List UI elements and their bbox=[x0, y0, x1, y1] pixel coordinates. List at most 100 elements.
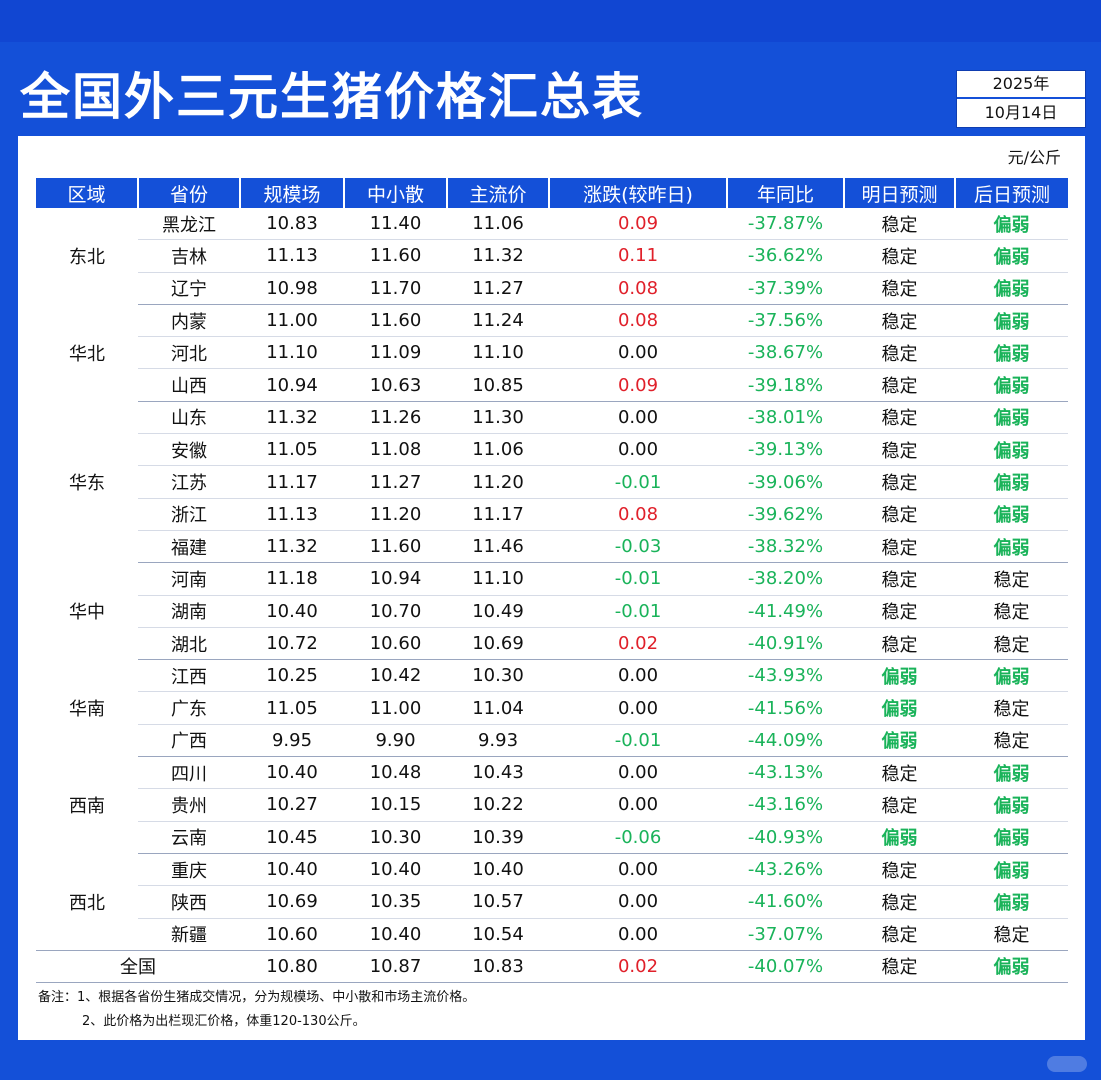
large-farm-cell: 11.05 bbox=[240, 433, 344, 467]
small-farm-cell: 10.40 bbox=[344, 918, 447, 951]
change-cell: 0.08 bbox=[549, 304, 727, 338]
province-cell: 陕西 bbox=[138, 885, 240, 919]
yoy-cell: -43.13% bbox=[727, 756, 844, 790]
after-tomorrow-forecast-cell: 稳定 bbox=[955, 595, 1068, 628]
after-tomorrow-forecast-cell: 偏弱 bbox=[955, 465, 1068, 499]
header-after-tomorrow: 后日预测 bbox=[954, 178, 1068, 208]
table-row: 山西 10.94 10.63 10.85 0.09 -39.18% 稳定 偏弱 bbox=[36, 368, 1068, 402]
yoy-cell: -37.07% bbox=[727, 918, 844, 951]
change-cell: 0.08 bbox=[549, 498, 727, 531]
province-cell: 广东 bbox=[138, 691, 240, 725]
change-cell: 0.00 bbox=[549, 788, 727, 822]
after-tomorrow-forecast-cell: 偏弱 bbox=[955, 401, 1068, 435]
after-tomorrow-forecast-cell: 偏弱 bbox=[955, 239, 1068, 273]
change-cell: 0.02 bbox=[549, 627, 727, 661]
tomorrow-forecast-cell: 稳定 bbox=[844, 756, 955, 790]
table-row: 陕西 10.69 10.35 10.57 0.00 -41.60% 稳定 偏弱 bbox=[36, 885, 1068, 919]
change-cell: 0.00 bbox=[549, 918, 727, 951]
large-farm-cell: 11.00 bbox=[240, 304, 344, 338]
large-farm-cell: 10.80 bbox=[240, 949, 344, 984]
yoy-cell: -43.26% bbox=[727, 853, 844, 887]
small-farm-cell: 10.40 bbox=[344, 853, 447, 887]
table-row: 湖南 10.40 10.70 10.49 -0.01 -41.49% 稳定 稳定 bbox=[36, 595, 1068, 628]
province-cell: 山西 bbox=[138, 368, 240, 402]
large-farm-cell: 11.10 bbox=[240, 336, 344, 370]
table-row: 新疆 10.60 10.40 10.54 0.00 -37.07% 稳定 稳定 bbox=[36, 918, 1068, 951]
after-tomorrow-forecast-cell: 偏弱 bbox=[955, 756, 1068, 790]
table-row: 河北 11.10 11.09 11.10 0.00 -38.67% 稳定 偏弱 bbox=[36, 336, 1068, 370]
table-row: 安徽 11.05 11.08 11.06 0.00 -39.13% 稳定 偏弱 bbox=[36, 433, 1068, 467]
change-cell: 0.00 bbox=[549, 853, 727, 887]
change-cell: -0.01 bbox=[549, 465, 727, 499]
change-cell: 0.02 bbox=[549, 949, 727, 984]
tomorrow-forecast-cell: 偏弱 bbox=[844, 691, 955, 725]
price-panel: 元/公斤 区域 省份 规模场 中小散 主流价 涨跌(较昨日) 年同比 明日预测 … bbox=[18, 136, 1085, 1040]
price-table: 区域 省份 规模场 中小散 主流价 涨跌(较昨日) 年同比 明日预测 后日预测 … bbox=[36, 178, 1068, 984]
change-cell: 0.08 bbox=[549, 272, 727, 305]
large-farm-cell: 10.72 bbox=[240, 627, 344, 661]
header-main-price: 主流价 bbox=[446, 178, 549, 208]
tomorrow-forecast-cell: 稳定 bbox=[844, 918, 955, 951]
small-farm-cell: 10.35 bbox=[344, 885, 447, 919]
yoy-cell: -40.07% bbox=[727, 949, 844, 984]
province-cell: 湖南 bbox=[138, 595, 240, 628]
large-farm-cell: 11.13 bbox=[240, 239, 344, 273]
change-cell: 0.00 bbox=[549, 433, 727, 467]
table-body: 东北 黑龙江 10.83 11.40 11.06 0.09 -37.87% 稳定 偏弱 吉林 11.… bbox=[36, 208, 1068, 984]
tomorrow-forecast-cell: 稳定 bbox=[844, 627, 955, 661]
region-cell: 华南 bbox=[69, 699, 105, 721]
page-title: 全国外三元生猪价格汇总表 bbox=[20, 68, 644, 126]
province-cell: 四川 bbox=[138, 756, 240, 790]
main-price-cell: 9.93 bbox=[447, 724, 549, 758]
tomorrow-forecast-cell: 稳定 bbox=[844, 272, 955, 305]
large-farm-cell: 11.32 bbox=[240, 530, 344, 564]
yoy-cell: -43.93% bbox=[727, 659, 844, 693]
header-small-farm: 中小散 bbox=[343, 178, 447, 208]
large-farm-cell: 10.40 bbox=[240, 756, 344, 790]
province-cell: 江西 bbox=[138, 659, 240, 693]
yoy-cell: -40.93% bbox=[727, 821, 844, 854]
main-price-cell: 10.39 bbox=[447, 821, 549, 854]
yoy-cell: -40.91% bbox=[727, 627, 844, 661]
change-cell: 0.00 bbox=[549, 691, 727, 725]
tomorrow-forecast-cell: 稳定 bbox=[844, 949, 955, 984]
table-row: 湖北 10.72 10.60 10.69 0.02 -40.91% 稳定 稳定 bbox=[36, 627, 1068, 661]
main-price-cell: 11.10 bbox=[447, 336, 549, 370]
top-band bbox=[0, 0, 1101, 42]
large-farm-cell: 10.94 bbox=[240, 368, 344, 402]
large-farm-cell: 11.05 bbox=[240, 691, 344, 725]
change-cell: 0.00 bbox=[549, 401, 727, 435]
table-row: 浙江 11.13 11.20 11.17 0.08 -39.62% 稳定 偏弱 bbox=[36, 498, 1068, 531]
large-farm-cell: 10.83 bbox=[240, 208, 344, 241]
large-farm-cell: 11.32 bbox=[240, 401, 344, 435]
small-farm-cell: 9.90 bbox=[344, 724, 447, 758]
main-price-cell: 11.06 bbox=[447, 208, 549, 241]
after-tomorrow-forecast-cell: 偏弱 bbox=[955, 853, 1068, 887]
date-box: 2025年 10月14日 bbox=[956, 70, 1086, 128]
header-region: 区域 bbox=[36, 178, 138, 208]
province-cell: 云南 bbox=[138, 821, 240, 854]
change-cell: 0.00 bbox=[549, 336, 727, 370]
small-farm-cell: 10.15 bbox=[344, 788, 447, 822]
province-cell: 福建 bbox=[138, 530, 240, 564]
tomorrow-forecast-cell: 稳定 bbox=[844, 595, 955, 628]
large-farm-cell: 10.25 bbox=[240, 659, 344, 693]
province-cell: 浙江 bbox=[138, 498, 240, 531]
tomorrow-forecast-cell: 稳定 bbox=[844, 304, 955, 338]
small-farm-cell: 11.60 bbox=[344, 239, 447, 273]
main-price-cell: 10.69 bbox=[447, 627, 549, 661]
after-tomorrow-forecast-cell: 偏弱 bbox=[955, 304, 1068, 338]
main-price-cell: 10.40 bbox=[447, 853, 549, 887]
table-row: 华北 内蒙 11.00 11.60 11.24 0.08 -37.56% 稳定 偏弱 bbox=[36, 304, 1068, 365]
table-header-row: 区域 省份 规模场 中小散 主流价 涨跌(较昨日) 年同比 明日预测 后日预测 bbox=[36, 178, 1068, 208]
province-cell: 辽宁 bbox=[138, 272, 240, 305]
change-cell: -0.03 bbox=[549, 530, 727, 564]
large-farm-cell: 11.17 bbox=[240, 465, 344, 499]
tomorrow-forecast-cell: 稳定 bbox=[844, 885, 955, 919]
province-cell: 山东 bbox=[138, 401, 240, 435]
small-farm-cell: 10.30 bbox=[344, 821, 447, 854]
after-tomorrow-forecast-cell: 偏弱 bbox=[955, 788, 1068, 822]
main-price-cell: 10.54 bbox=[447, 918, 549, 951]
yoy-cell: -39.06% bbox=[727, 465, 844, 499]
small-farm-cell: 10.87 bbox=[344, 949, 447, 984]
